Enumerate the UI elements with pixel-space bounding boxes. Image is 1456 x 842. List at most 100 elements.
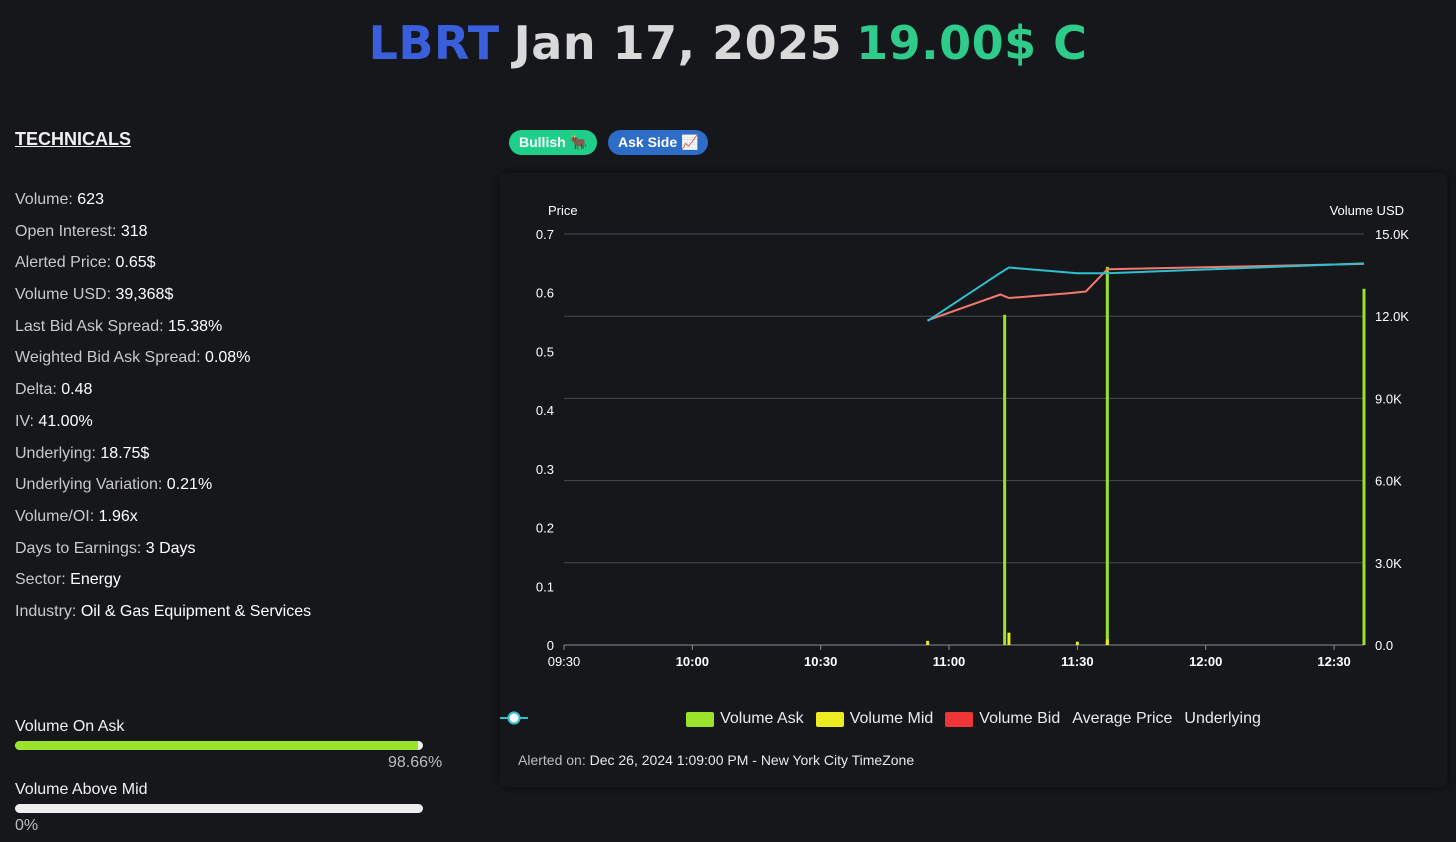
volume-on-ask-fill	[15, 741, 418, 750]
x-tick-label: 10:30	[804, 654, 837, 669]
technical-label: Weighted Bid Ask Spread:	[15, 349, 201, 367]
legend-item[interactable]: Volume Bid	[945, 710, 1060, 728]
page-title: LBRT Jan 17, 2025 19.00$ C	[0, 16, 1456, 70]
technical-value: 0.08%	[205, 349, 251, 367]
flow-chart-card: Price Volume USD 0.0 3.0K 6.0K 9.0K 12.0K 15.0K…	[500, 173, 1447, 787]
legend-label: Volume Bid	[979, 710, 1061, 727]
technical-row: Open Interest: 318	[15, 222, 475, 254]
technicals-list: Volume: 623 Open Interest: 318 Alerted Pri…	[15, 190, 475, 634]
legend-label: Volume Ask	[720, 710, 804, 727]
right-tick-label: 6.0K	[1375, 474, 1402, 489]
technical-label: Open Interest:	[15, 222, 117, 240]
left-tick-label: 0.2	[536, 521, 554, 536]
volume-bar-ask	[1362, 288, 1366, 645]
alerted-on-value: Dec 26, 2024 1:09:00 PM - New York City …	[589, 752, 915, 768]
technical-value: 0.65$	[115, 254, 156, 272]
volume-bar-mid	[926, 640, 930, 645]
technical-value: Energy	[70, 571, 121, 589]
technical-label: Underlying Variation:	[15, 476, 163, 494]
left-axis-title: Price	[548, 203, 578, 218]
technical-row: Industry: Oil & Gas Equipment & Services	[15, 602, 475, 634]
volume-above-mid-percent: 0%	[15, 817, 39, 834]
bullish-badge[interactable]: Bullish 🐂	[509, 130, 597, 155]
legend-label: Volume Mid	[849, 710, 934, 727]
technical-row: Sector: Energy	[15, 570, 475, 602]
volume-above-mid-label: Volume Above Mid	[15, 781, 148, 798]
left-tick-label: 0.1	[536, 579, 554, 594]
volume-bar-mid	[1105, 639, 1109, 645]
legend-line-marker	[500, 711, 528, 725]
volume-bar-mid	[1007, 632, 1011, 645]
left-tick-label: 0.7	[536, 227, 554, 242]
technical-row: IV: 41.00%	[15, 412, 475, 444]
left-tick-label: 0.6	[536, 286, 554, 301]
legend-item[interactable]: Volume Mid	[815, 710, 934, 728]
technical-row: Underlying Variation: 0.21%	[15, 475, 475, 507]
technical-label: Volume:	[15, 191, 73, 208]
x-tick-label: 11:00	[933, 654, 966, 669]
legend-swatch	[815, 711, 844, 727]
left-tick-label: 0.5	[536, 344, 554, 359]
ask-side-badge[interactable]: Ask Side 📈	[608, 130, 709, 155]
technical-value: 318	[120, 222, 148, 240]
technical-row: Volume USD: 39,368$	[15, 285, 475, 317]
technical-row: Weighted Bid Ask Spread: 0.08%	[15, 348, 475, 380]
technical-row: Alerted Price: 0.65$	[15, 253, 475, 285]
x-tick-label: 09:30	[548, 654, 581, 669]
expiry-date: Jan 17, 2025	[513, 16, 843, 70]
technical-label: Volume USD:	[15, 286, 112, 304]
volume-bar-mid	[1075, 641, 1079, 645]
technical-row: Delta: 0.48	[15, 380, 475, 412]
x-tick-label: 12:00	[1189, 654, 1222, 669]
strike-price: 19.00$ C	[856, 16, 1088, 70]
left-tick-label: 0	[547, 638, 554, 653]
volume-on-ask-percent: 98.66%	[388, 754, 443, 771]
technical-label: Delta:	[15, 381, 57, 399]
legend-item[interactable]: Average Price	[500, 710, 1173, 728]
legend-label: Average Price	[1072, 710, 1173, 727]
technical-label: Underlying:	[15, 444, 96, 462]
flow-chart: Price Volume USD 0.0 3.0K 6.0K 9.0K 12.0K 15.0K…	[536, 203, 1409, 669]
right-tick-label: 0.0	[1375, 638, 1393, 653]
underlying-line	[927, 262, 1365, 322]
right-tick-label: 9.0K	[1375, 391, 1402, 406]
average-price-line	[927, 262, 1365, 322]
ticker-symbol: LBRT	[368, 16, 500, 70]
technicals-heading: TECHNICALS	[15, 129, 131, 149]
right-tick-label: 3.0K	[1375, 556, 1402, 571]
technical-value: 3 Days	[145, 539, 196, 557]
technical-value: 15.38%	[167, 317, 223, 335]
right-axis-title: Volume USD	[1330, 203, 1404, 218]
legend-item[interactable]: Volume Ask	[686, 710, 804, 728]
technical-label: Days to Earnings:	[15, 539, 142, 557]
technical-row: Last Bid Ask Spread: 15.38%	[15, 317, 475, 349]
technical-value: Oil & Gas Equipment & Services	[80, 602, 312, 620]
technical-row: Volume: 623	[15, 190, 475, 222]
left-tick-label: 0.4	[536, 403, 554, 418]
x-tick-label: 12:30	[1317, 654, 1350, 669]
legend-label: Underlying	[1184, 710, 1261, 727]
left-tick-label: 0.3	[536, 462, 554, 477]
alerted-on-label: Alerted on:	[518, 752, 586, 768]
technical-label: Industry:	[15, 602, 77, 620]
volume-on-ask-label: Volume On Ask	[15, 718, 125, 735]
technical-row: Underlying: 18.75$	[15, 444, 475, 476]
volume-bar-ask	[1003, 314, 1007, 645]
technical-row: Volume/OI: 1.96x	[15, 507, 475, 539]
right-tick-label: 15.0K	[1375, 227, 1409, 242]
chart-legend: Volume Ask Volume Mid Volume Bid Average Pr…	[500, 710, 1447, 728]
technical-label: Volume/OI:	[15, 507, 95, 525]
technical-label: Last Bid Ask Spread:	[15, 317, 164, 335]
legend-item[interactable]: Underlying	[500, 710, 1261, 728]
technical-value: 1.96x	[98, 507, 138, 525]
technical-label: IV:	[15, 412, 34, 430]
alerted-on: Alerted on: Dec 26, 2024 1:09:00 PM - Ne…	[518, 752, 914, 768]
right-tick-label: 12.0K	[1375, 309, 1409, 324]
technical-value: 41.00%	[38, 412, 93, 430]
legend-swatch	[686, 711, 715, 727]
technical-value: 0.48	[61, 381, 93, 399]
technical-row: Days to Earnings: 3 Days	[15, 539, 475, 571]
volume-on-ask-bar	[15, 741, 423, 750]
technical-value: 39,368$	[115, 286, 174, 304]
volume-bar-ask	[1105, 266, 1109, 645]
